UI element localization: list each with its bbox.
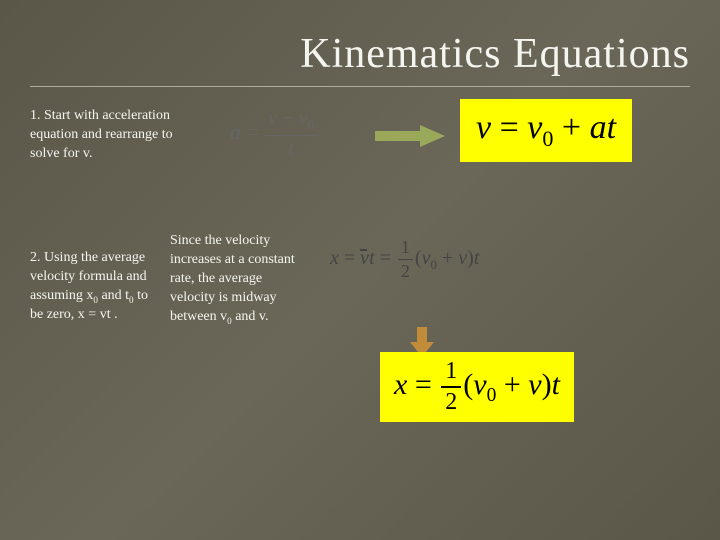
accel-minus: − xyxy=(277,107,298,129)
avg-eq2: = xyxy=(375,247,396,269)
avg-open: ( xyxy=(415,247,422,269)
r2-num: 1 xyxy=(441,358,461,388)
avg-eq1: = xyxy=(339,247,360,269)
result-equation-1: v = v0 + at xyxy=(460,99,632,162)
accel-den: t xyxy=(264,136,318,161)
r1-plus: + xyxy=(553,109,589,146)
accel-num-v0-sub: 0 xyxy=(307,117,314,132)
r1-at: at xyxy=(590,109,616,146)
avg-v: v xyxy=(458,247,467,269)
accel-num-v: v xyxy=(268,107,277,129)
avg-plus: + xyxy=(437,247,458,269)
avg-den: 2 xyxy=(398,260,413,282)
step2-text-a: 2. Using the average velocity formula an… xyxy=(30,249,160,325)
r2-x: x xyxy=(394,368,407,401)
acceleration-equation: a = v − v0 t xyxy=(230,107,318,161)
s2b-post: and v. xyxy=(232,309,269,324)
title-underline xyxy=(30,86,690,87)
step1-text: 1. Start with acceleration equation and … xyxy=(30,107,185,164)
r2-v0-sub: 0 xyxy=(487,385,497,406)
r2-v0: v xyxy=(473,368,486,401)
result-equation-2: x = 12(v0 + v)t xyxy=(380,352,574,422)
average-equation: x = vt = 12(v0 + v)t xyxy=(330,237,479,282)
r2-den: 2 xyxy=(441,388,461,416)
avg-close: ) xyxy=(467,247,474,269)
r2-eq: = xyxy=(407,368,439,401)
avg-vbar: v xyxy=(360,247,369,270)
r1-eq: = xyxy=(491,109,527,146)
r1-v: v xyxy=(476,109,491,146)
step2-text-b: Since the velocity increases at a consta… xyxy=(170,232,295,327)
r2-open: ( xyxy=(463,368,473,401)
slide-title: Kinematics Equations xyxy=(0,0,720,86)
s2a-mid: and t xyxy=(98,288,129,303)
r1-v0: v xyxy=(527,109,542,146)
r1-v0-sub: 0 xyxy=(542,126,553,151)
r2-close: ) xyxy=(542,368,552,401)
r2-plus: + xyxy=(496,368,528,401)
r2-t: t xyxy=(552,368,560,401)
avg-t2: t xyxy=(474,247,480,269)
r2-v: v xyxy=(528,368,541,401)
avg-x: x xyxy=(330,247,339,269)
arrow-right-icon xyxy=(375,125,445,147)
accel-lhs: a xyxy=(230,119,241,144)
avg-num: 1 xyxy=(398,237,413,260)
